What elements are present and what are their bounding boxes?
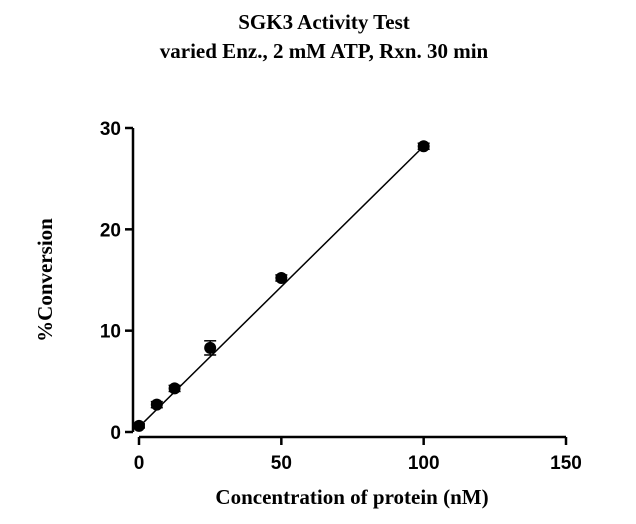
- data-point: [168, 382, 181, 395]
- data-points: [133, 140, 430, 432]
- x-tick-label: 50: [271, 453, 292, 474]
- data-point: [150, 398, 163, 411]
- y-tick-label: 20: [100, 220, 121, 241]
- data-point: [204, 341, 217, 354]
- data-point: [275, 271, 288, 284]
- data-point: [417, 140, 430, 153]
- x-tick-label: 100: [408, 453, 440, 474]
- chart-title: SGK3 Activity Test: [238, 10, 410, 34]
- y-tick-label: 30: [100, 119, 121, 140]
- chart-subtitle: varied Enz., 2 mM ATP, Rxn. 30 min: [160, 39, 489, 63]
- data-point: [133, 419, 145, 432]
- axes: 0 10 20 30 0 50 100 150: [100, 119, 582, 474]
- fit-line: [138, 145, 425, 428]
- x-tick-label: 150: [550, 453, 582, 474]
- y-tick-label: 10: [100, 322, 121, 343]
- x-axis-label: Concentration of protein (nM): [215, 485, 488, 509]
- fit-line-group: [138, 145, 425, 428]
- y-axis-label: %Conversion: [33, 218, 57, 342]
- x-tick-label: 0: [134, 453, 145, 474]
- y-tick-label: 0: [110, 423, 121, 444]
